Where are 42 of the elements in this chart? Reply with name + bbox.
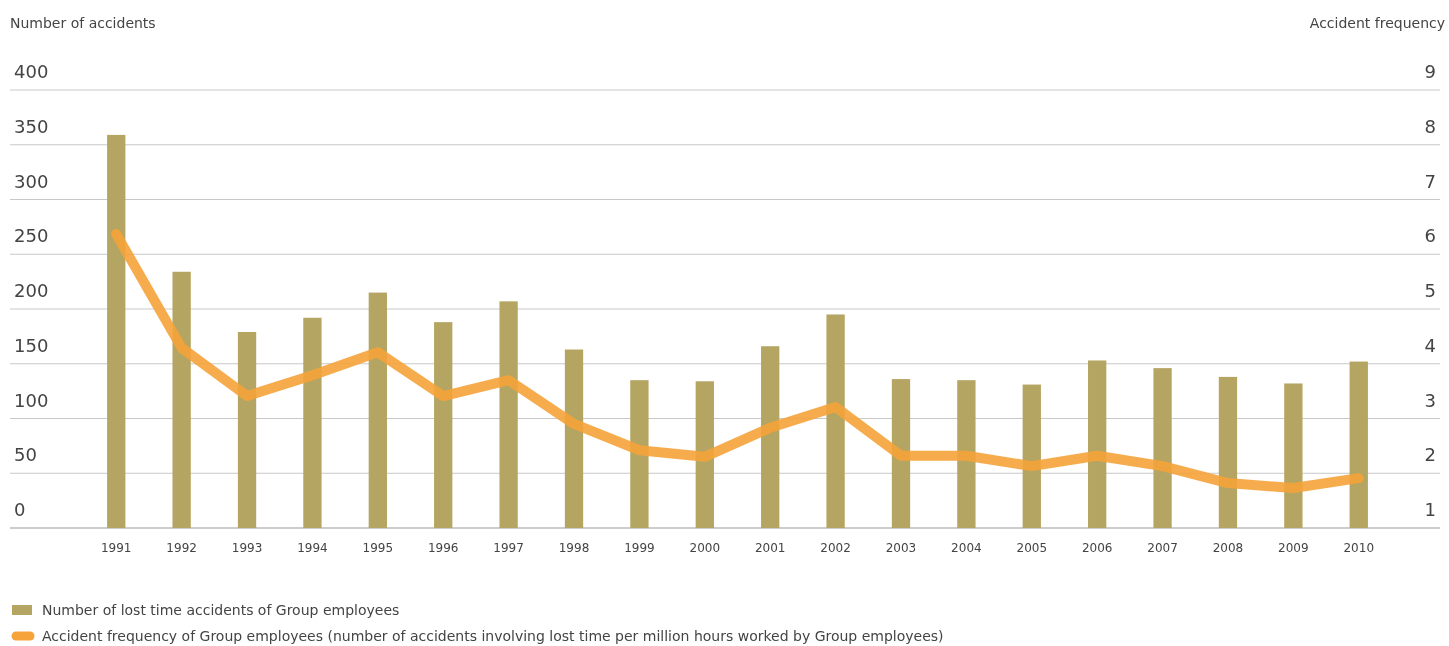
x-tick-label: 2003 [885,541,917,555]
y-tick-label: 400 [14,61,49,82]
y-tick-label: 100 [14,389,49,411]
x-tick-label: 2005 [1016,541,1048,555]
y-tick-label: 250 [14,225,49,247]
x-tick-label: 1998 [558,541,590,555]
x-tick-label: 1993 [231,541,263,555]
y2-tick-label: 2 [1424,444,1436,466]
legend-label: Accident frequency of Group employees (number of accidents involving lost time per million hours worked by Group employees) [42,628,944,644]
y2-tick-label: 9 [1424,61,1436,82]
y2-tick-label: 8 [1424,115,1436,137]
y2-tick-label: 4 [1424,334,1436,356]
x-tick-label: 2004 [951,541,982,555]
y2-axis-title: Accident frequency [1309,15,1445,31]
x-tick-label: 2010 [1343,541,1375,555]
y-tick-label: 350 [14,115,49,137]
x-tick-label: 1997 [493,541,524,555]
y-tick-label: 0 [14,499,26,520]
x-tick-label: 2002 [820,541,851,555]
y2-tick-label: 5 [1424,280,1436,301]
y-tick-label: 300 [14,170,49,192]
x-tick-label: 2009 [1278,541,1309,555]
x-tick-label: 1991 [100,541,132,555]
y2-tick-label: 7 [1424,170,1436,192]
y-tick-label: 150 [14,334,49,356]
x-tick-label: 1999 [624,541,655,555]
y2-tick-label: 6 [1424,225,1436,247]
y-tick-label: 50 [14,444,37,466]
x-tick-label: 2007 [1147,541,1178,555]
x-tick-label: 2008 [1212,541,1244,555]
y2-tick-label: 1 [1424,499,1436,520]
y-tick-label: 200 [14,280,49,301]
x-tick-label: 1995 [362,541,394,555]
x-tick-label: 1994 [297,541,328,555]
y-axis-title: Number of accidents [10,15,156,31]
x-tick-label: 2006 [1081,541,1113,555]
x-tick-label: 2001 [754,541,786,555]
x-tick-label: 1992 [166,541,197,555]
x-tick-label: 1996 [427,541,459,555]
legend-label: Number of lost time accidents of Group employees [42,602,400,618]
x-tick-label: 2000 [689,541,721,555]
y2-tick-label: 3 [1424,389,1436,411]
